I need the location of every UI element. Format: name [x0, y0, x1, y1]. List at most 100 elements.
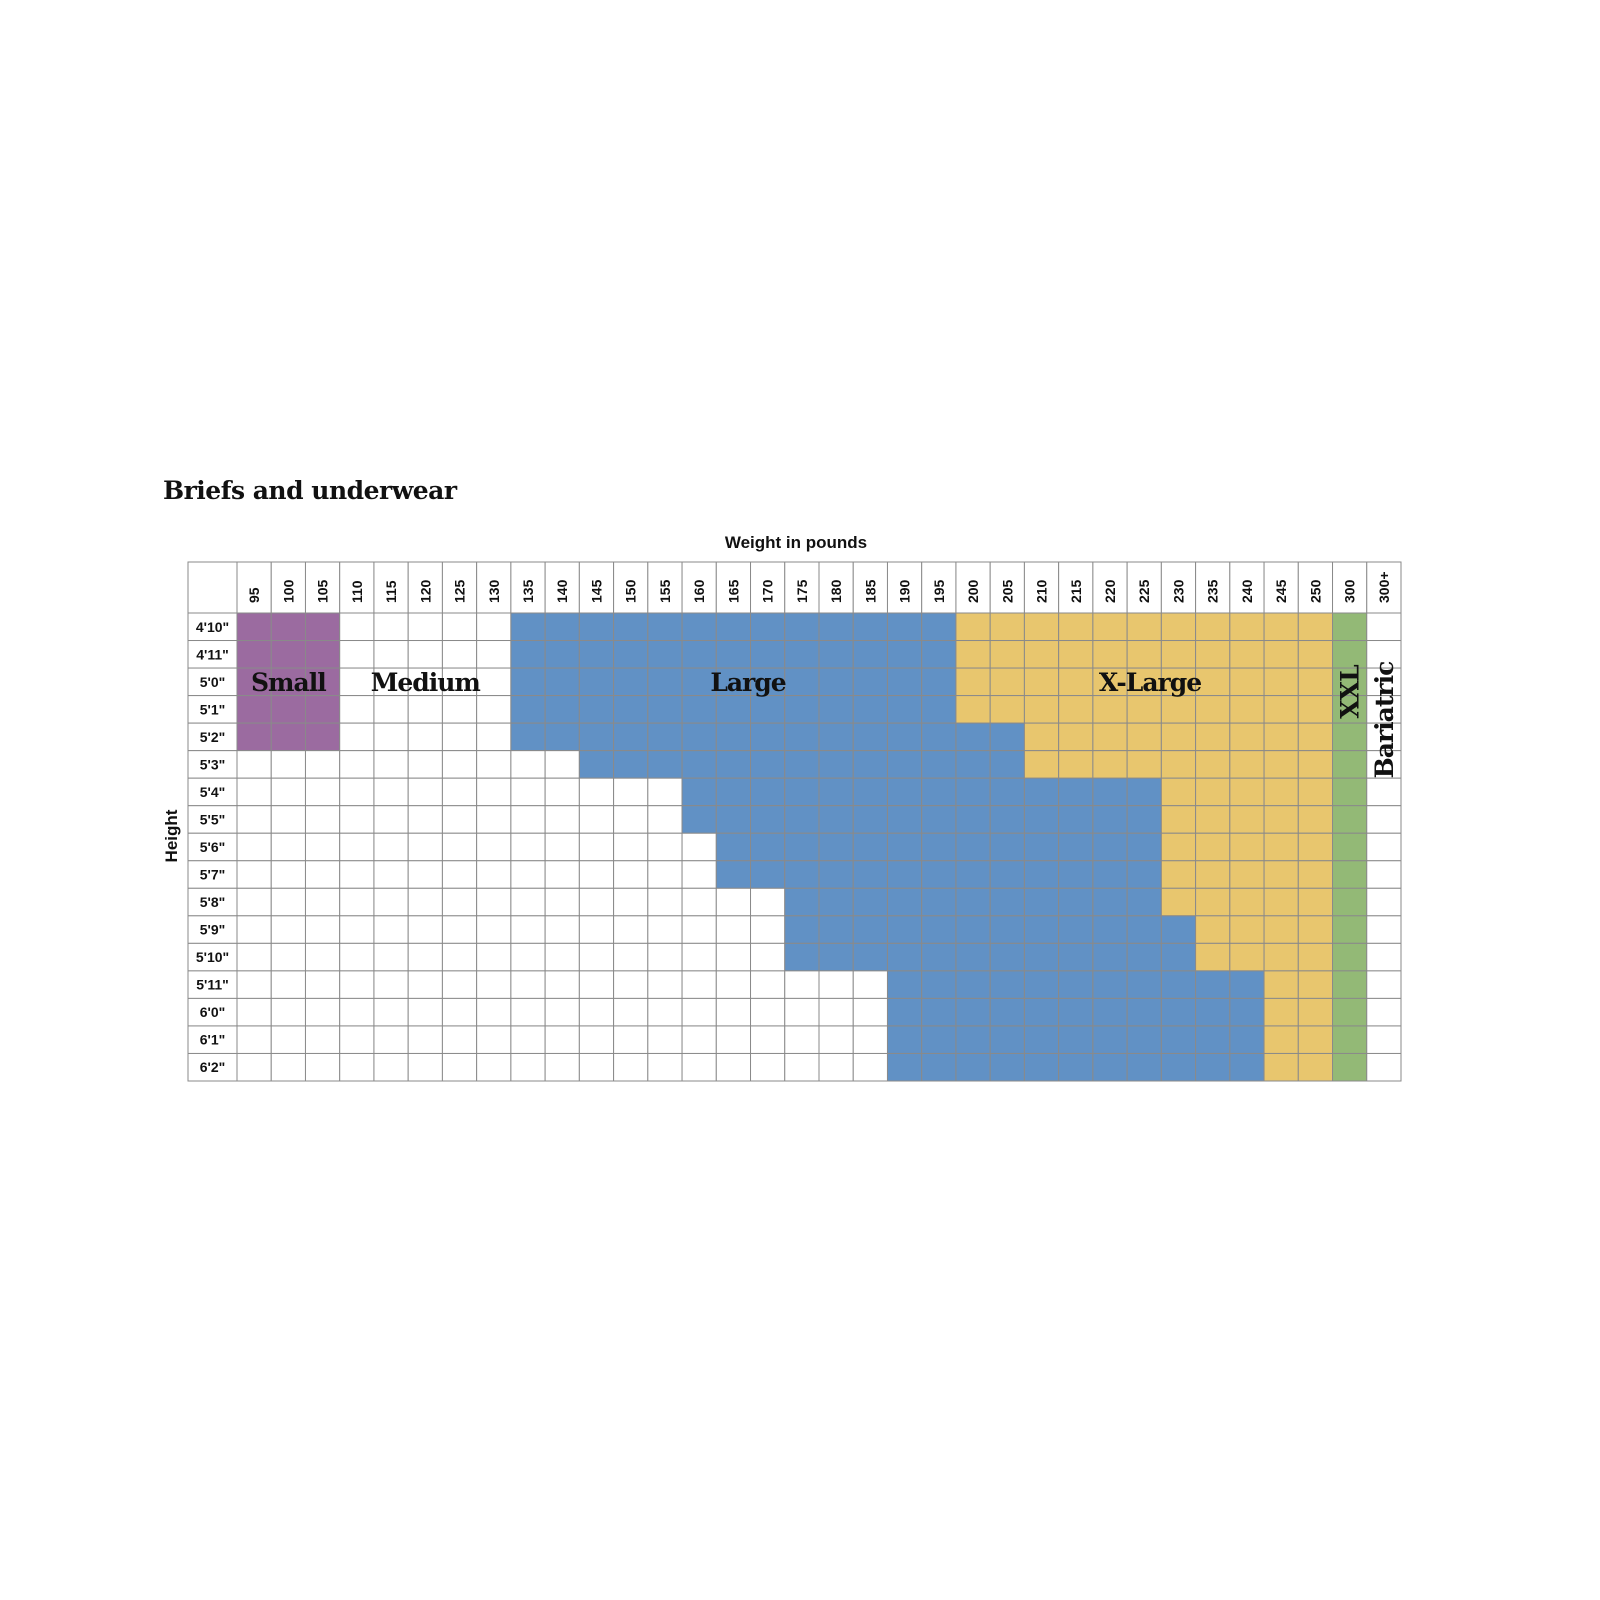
cell-L [1058, 777, 1094, 807]
cell-M [236, 750, 272, 779]
cell-X [1160, 695, 1197, 724]
cell-L [1023, 1025, 1060, 1054]
cell-X [955, 667, 991, 697]
cell-L [681, 805, 717, 834]
cell-X [1229, 832, 1265, 862]
cell-B [1366, 970, 1402, 999]
cell-M [407, 640, 443, 669]
cell-L [1160, 915, 1197, 944]
cell-M [715, 1052, 752, 1082]
cell-2 [1332, 805, 1368, 834]
cell-S [270, 612, 306, 642]
cell-L [955, 942, 991, 972]
cell-M [270, 887, 306, 917]
cell-X [1160, 722, 1197, 752]
cell-L [1023, 832, 1060, 862]
cell-L [989, 970, 1025, 999]
cell-L [1126, 860, 1162, 889]
cell-M [578, 915, 615, 944]
cell-X [1160, 860, 1197, 889]
cell-M [476, 832, 512, 862]
cell-M [236, 860, 272, 889]
cell-X [1229, 750, 1265, 779]
row-label-cell [187, 1025, 238, 1054]
cell-M [715, 915, 752, 944]
cell-X [1160, 667, 1197, 697]
cell-M [304, 777, 341, 807]
cell-X [1297, 942, 1334, 972]
cell-L [715, 667, 752, 697]
cell-L [886, 667, 923, 697]
cell-L [784, 695, 820, 724]
cell-M [784, 997, 820, 1027]
cell-M [441, 887, 478, 917]
cell-L [1092, 1025, 1128, 1054]
cell-M [441, 722, 478, 752]
cell-L [921, 942, 957, 972]
cell-L [510, 640, 546, 669]
cell-M [578, 805, 615, 834]
header-cell [784, 561, 820, 614]
cell-M [407, 832, 443, 862]
cell-L [578, 750, 615, 779]
cell-L [955, 1052, 991, 1082]
cell-M [510, 970, 546, 999]
cell-L [613, 612, 649, 642]
cell-X [1126, 695, 1162, 724]
cell-2 [1332, 942, 1368, 972]
cell-L [921, 997, 957, 1027]
cell-X [1058, 695, 1094, 724]
y-tick-label: 5'7" [200, 867, 226, 883]
size-label-x-large: X-Large [1099, 668, 1201, 697]
cell-X [1126, 640, 1162, 669]
cell-L [1126, 1052, 1162, 1082]
cell-L [1023, 805, 1060, 834]
cell-M [476, 612, 512, 642]
cell-L [1092, 915, 1128, 944]
cell-M [681, 942, 717, 972]
cell-L [715, 640, 752, 669]
header-cell [578, 561, 615, 614]
cell-M [270, 915, 306, 944]
cell-L [750, 832, 786, 862]
cell-M [373, 915, 409, 944]
cell-M [441, 640, 478, 669]
cell-M [373, 1052, 409, 1082]
x-tick-label: 95 [246, 587, 262, 603]
cell-2 [1332, 860, 1368, 889]
cell-M [407, 887, 443, 917]
cell-M [681, 1052, 717, 1082]
x-tick-label: 165 [725, 579, 741, 603]
cell-M [441, 750, 478, 779]
header-cell [1297, 561, 1334, 614]
cell-L [921, 887, 957, 917]
cell-L [647, 722, 683, 752]
cell-S [270, 722, 306, 752]
cell-L [1160, 997, 1197, 1027]
cell-S [236, 612, 272, 642]
cell-M [236, 1052, 272, 1082]
cell-B [1366, 805, 1402, 834]
cell-X [1297, 750, 1334, 779]
cell-M [476, 887, 512, 917]
cell-X [1195, 722, 1231, 752]
cell-B [1366, 612, 1402, 642]
cell-2 [1332, 997, 1368, 1027]
cell-X [1229, 640, 1265, 669]
cell-X [1297, 1052, 1334, 1082]
header-cell [544, 561, 580, 614]
cell-L [818, 695, 854, 724]
cell-M [270, 805, 306, 834]
cell-X [1297, 722, 1334, 752]
cell-M [544, 970, 580, 999]
cell-M [510, 832, 546, 862]
cell-L [784, 887, 820, 917]
cell-L [1058, 1025, 1094, 1054]
cell-L [955, 970, 991, 999]
x-tick-label: 245 [1273, 579, 1289, 603]
cell-M [441, 970, 478, 999]
cell-M [510, 997, 546, 1027]
header-cell [715, 561, 752, 614]
cell-X [1058, 750, 1094, 779]
